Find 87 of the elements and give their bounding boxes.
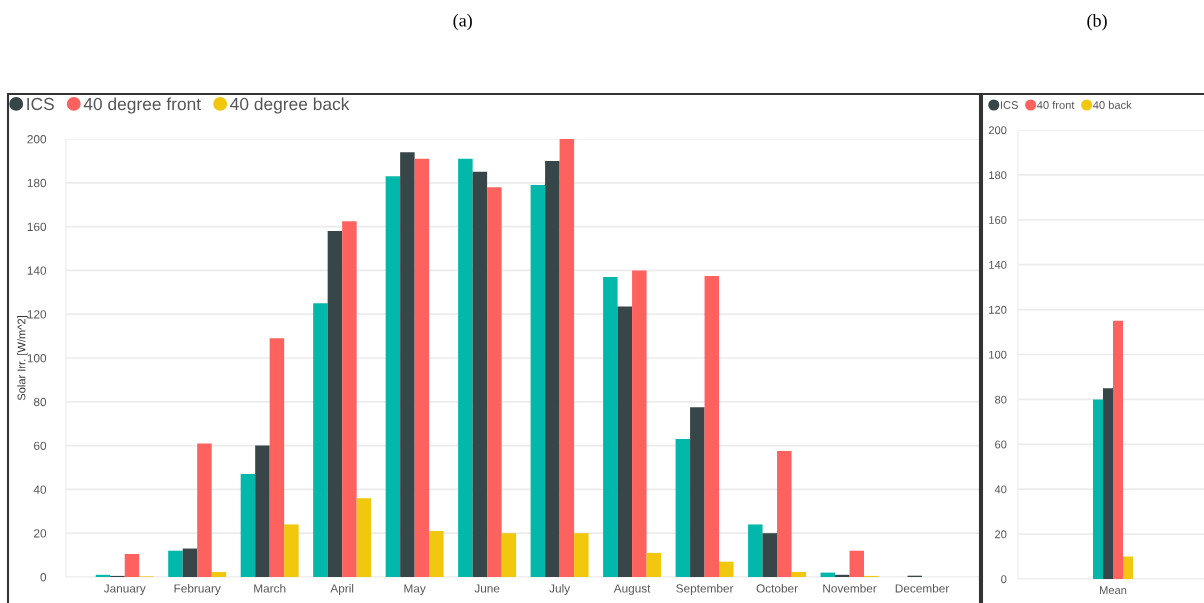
legend-label: ICS	[1000, 101, 1018, 109]
x-tick-label: May	[404, 584, 426, 595]
bar	[501, 533, 517, 577]
bar	[327, 230, 343, 577]
bar	[429, 531, 444, 577]
y-tick-label: 100	[989, 350, 1007, 359]
y-axis-title: Solar Irr. [W/m^2]	[17, 316, 28, 401]
x-tick-label: Mean	[1100, 586, 1127, 595]
bar	[269, 338, 285, 577]
legend-label: ICS	[27, 97, 54, 111]
y-tick-label: 120	[989, 305, 1007, 314]
x-tick-label: September	[676, 583, 734, 595]
bar	[545, 160, 560, 577]
y-tick-label: 180	[27, 178, 47, 188]
legend-label: 40 front	[1037, 100, 1075, 109]
bar	[791, 571, 807, 577]
bar	[1093, 399, 1103, 579]
y-tick-label: 60	[34, 441, 47, 450]
bar	[603, 276, 618, 577]
legend-label: 40 degree back	[230, 97, 350, 114]
bar	[487, 187, 502, 577]
y-tick-label: 160	[989, 216, 1007, 224]
chart-title: (a)	[453, 13, 472, 31]
bar	[168, 550, 183, 577]
y-tick-label: 200	[988, 126, 1007, 135]
bar	[240, 474, 256, 577]
y-tick-label: 20	[34, 529, 47, 538]
y-tick-label: 140	[989, 260, 1007, 269]
y-tick-label: 120	[27, 310, 47, 319]
y-tick-label: 160	[27, 222, 47, 231]
bar	[284, 524, 299, 577]
y-tick-label: 20	[995, 530, 1007, 539]
x-tick-label: November	[823, 583, 877, 593]
y-tick-label: 40	[33, 485, 47, 494]
bar	[777, 451, 792, 577]
y-tick-label: 140	[27, 266, 47, 275]
x-tick-label: August	[613, 584, 651, 595]
legend-label: 40 degree front	[83, 97, 201, 114]
y-tick-label: 80	[995, 395, 1007, 404]
bar	[124, 554, 140, 577]
y-tick-label: 100	[27, 354, 47, 363]
x-tick-label: December	[895, 583, 950, 593]
x-tick-label: April	[330, 583, 354, 595]
bar	[762, 533, 778, 577]
bar	[719, 561, 734, 577]
bar	[472, 171, 488, 577]
bar	[1123, 556, 1133, 579]
y-tick-label: 60	[995, 440, 1007, 449]
bar	[574, 533, 589, 577]
x-tick-label: July	[549, 583, 571, 595]
bar	[458, 158, 473, 577]
bar	[646, 552, 662, 577]
bar	[835, 574, 850, 577]
bar	[255, 445, 270, 577]
y-tick-label: 80	[33, 397, 47, 407]
y-tick-label: 0	[1001, 575, 1007, 584]
bar	[342, 221, 357, 577]
bar	[632, 270, 647, 577]
x-tick-label: January	[103, 584, 146, 595]
bar	[211, 571, 227, 577]
bar	[385, 176, 401, 577]
bar	[313, 303, 328, 577]
bar	[400, 152, 415, 577]
x-tick-label: March	[254, 583, 286, 593]
bar	[356, 498, 372, 577]
y-tick-label: 200	[27, 135, 47, 144]
x-tick-label: June	[474, 584, 500, 593]
x-tick-label: October	[756, 583, 798, 593]
bar	[1103, 388, 1113, 579]
legend-label: 40 back	[1093, 100, 1132, 109]
y-tick-label: 180	[989, 171, 1007, 180]
bar	[1113, 320, 1123, 579]
x-tick-label: February	[174, 583, 221, 595]
bar	[675, 439, 691, 577]
bar	[530, 184, 546, 577]
bar	[559, 139, 575, 577]
chart-title: (b)	[1087, 14, 1107, 31]
bar	[690, 407, 705, 577]
bar	[849, 550, 865, 577]
bar	[704, 275, 720, 577]
y-tick-label: 0	[40, 573, 47, 582]
bar	[197, 443, 212, 577]
bar	[617, 306, 633, 577]
bar	[182, 548, 198, 577]
bar	[414, 158, 430, 577]
y-tick-label: 40	[994, 485, 1007, 494]
bar	[748, 524, 763, 577]
